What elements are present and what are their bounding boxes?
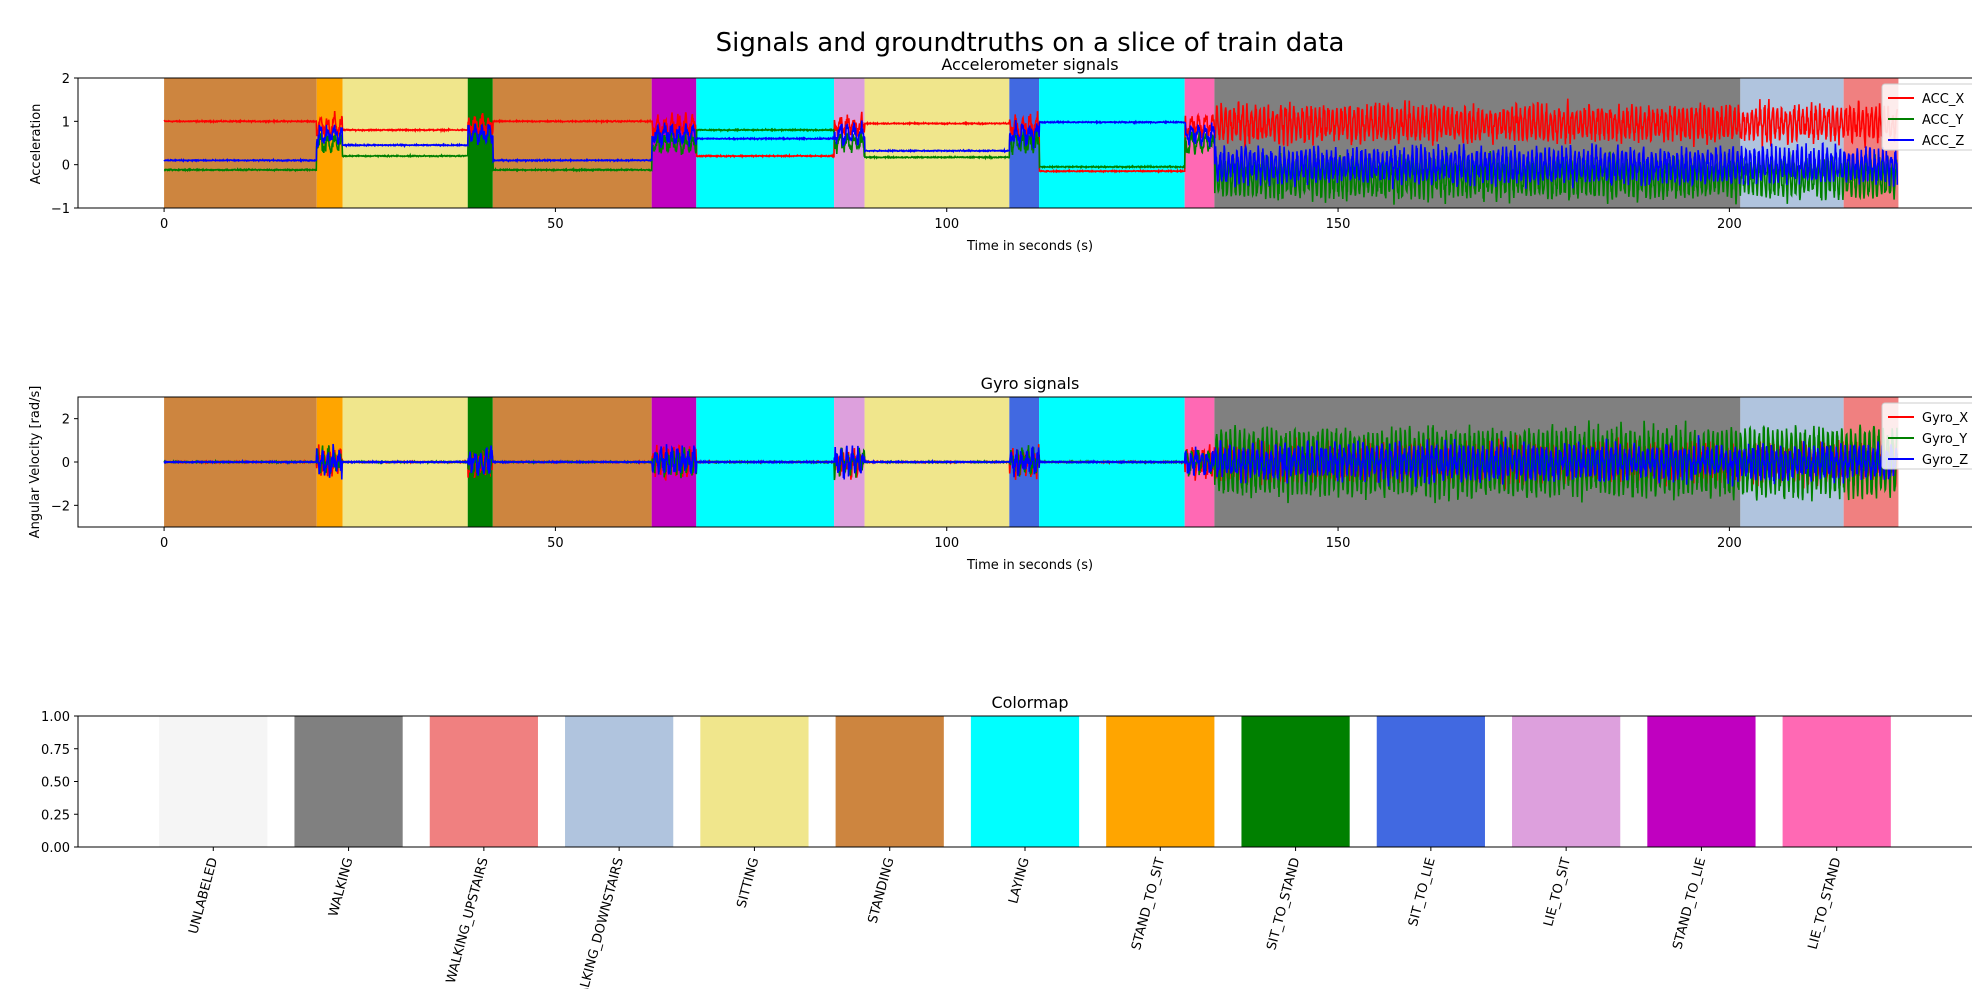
series-line-ACC_X	[163, 98, 1899, 174]
y-tick-label: 0.75	[41, 743, 70, 758]
x-tick-label: WALKING_DOWNSTAIRS	[572, 856, 627, 989]
x-tick-label: WALKING	[326, 856, 356, 918]
figure-title: Signals and groundtruths on a slice of t…	[716, 28, 1345, 58]
accelerometer-xlabel: Time in seconds (s)	[966, 239, 1093, 254]
x-tick-label: UNLABELED	[186, 856, 221, 935]
legend-label: Gyro_Y	[1922, 432, 1967, 447]
gyro-ylabel: Angular Velocity [rad/s]	[28, 386, 43, 539]
x-tick-label: LIE_TO_STAND	[1806, 856, 1845, 951]
y-tick-label: 1.00	[41, 710, 70, 725]
x-tick-label: LAYING	[1006, 856, 1033, 905]
legend-label: Gyro_X	[1922, 411, 1968, 426]
x-tick-label: STAND_TO_SIT	[1129, 856, 1168, 952]
x-tick-label: SIT_TO_LIE	[1406, 856, 1439, 928]
y-tick-label: 0	[62, 456, 70, 471]
bar-STAND_TO_SIT	[1106, 716, 1215, 847]
gyro-xlabel: Time in seconds (s)	[966, 558, 1093, 573]
y-tick-label: 0.00	[41, 841, 70, 856]
y-tick-label: 2	[62, 413, 70, 428]
gyro-legend: Gyro_X Gyro_Y Gyro_Z	[1881, 402, 1972, 470]
x-tick-label: SITTING	[735, 856, 763, 910]
x-tick-label: 50	[547, 217, 564, 232]
activity-band	[492, 78, 652, 208]
series-line-ACC_Y	[163, 127, 1899, 205]
activity-band	[1039, 78, 1185, 208]
y-tick-label: −1	[51, 202, 70, 217]
accelerometer-signal-lines	[163, 98, 1899, 205]
bar-WALKING	[294, 716, 403, 847]
bar-SIT_TO_LIE	[1376, 716, 1485, 847]
y-tick-label: 1	[62, 115, 70, 130]
plot-frame	[77, 77, 1972, 209]
x-tick-label: LIE_TO_SIT	[1541, 856, 1574, 928]
bar-STANDING	[835, 716, 944, 847]
y-tick-label: −2	[51, 499, 70, 514]
x-tick-label: 200	[1717, 217, 1742, 232]
x-tick-label: 50	[547, 536, 564, 551]
x-tick-label: 100	[934, 536, 959, 551]
activity-band	[696, 78, 835, 208]
gyro-axes: 0 50 100 150 200 −2 0 2	[51, 396, 1972, 551]
activity-band	[164, 78, 317, 208]
bar-WALKING_UPSTAIRS	[429, 716, 538, 847]
x-tick-label: 100	[934, 217, 959, 232]
gyro-title: Gyro signals	[981, 374, 1080, 393]
legend-label: ACC_X	[1922, 92, 1964, 107]
legend-label: ACC_Z	[1922, 134, 1964, 149]
gyro-subplot: Gyro signals 0 50 100 150 200 −2 0 2 Time in se…	[28, 374, 1972, 573]
bar-LIE_TO_SIT	[1512, 716, 1621, 847]
legend-label: ACC_Y	[1922, 113, 1963, 128]
series-line-ACC_Z	[163, 119, 1899, 190]
bar-UNLABELED	[159, 716, 268, 847]
activity-band	[1214, 78, 1741, 208]
accelerometer-axes: 0 50 100 150 200 −1 0 1 2	[51, 72, 1972, 232]
bar-LIE_TO_STAND	[1782, 716, 1891, 847]
legend-box	[1881, 83, 1972, 151]
bar-SIT_TO_STAND	[1241, 716, 1350, 847]
legend-label: Gyro_Z	[1922, 453, 1968, 468]
y-tick-label: 2	[62, 72, 70, 87]
bar-STAND_TO_LIE	[1647, 716, 1756, 847]
bar-SITTING	[700, 716, 809, 847]
accelerometer-ylabel: Acceleration	[29, 104, 44, 185]
y-tick-label: 0.50	[41, 776, 70, 791]
x-tick-label: 200	[1717, 536, 1742, 551]
x-tick-label: 150	[1326, 536, 1351, 551]
colormap-title: Colormap	[991, 693, 1068, 712]
x-tick-label: STANDING	[866, 856, 898, 925]
x-tick-label: 150	[1326, 217, 1351, 232]
accelerometer-title: Accelerometer signals	[941, 55, 1118, 74]
accelerometer-activity-bands	[164, 78, 1899, 208]
gyro-signal-lines	[163, 420, 1899, 504]
activity-band	[342, 78, 468, 208]
series-line-Gyro_Z	[163, 435, 1899, 487]
accelerometer-subplot: Accelerometer signals 0 50 100 150 200−1012 …	[29, 55, 1972, 254]
x-tick-label: WALKING_UPSTAIRS	[444, 856, 492, 985]
colormap-subplot: Colormap 0.00 0.25 0.50 0.75 1.00 UNLABELED WA…	[41, 693, 1972, 989]
activity-band	[864, 78, 1010, 208]
accelerometer-legend: ACC_X ACC_Y ACC_Z	[1881, 83, 1972, 151]
bar-WALKING_DOWNSTAIRS	[565, 716, 674, 847]
y-tick-label: 0	[62, 159, 70, 174]
x-tick-label: STAND_TO_LIE	[1670, 856, 1709, 951]
colormap-bars	[159, 716, 1891, 847]
x-tick-label: SIT_TO_STAND	[1264, 856, 1303, 952]
x-tick-label: 0	[160, 217, 168, 232]
bar-LAYING	[970, 716, 1080, 847]
legend-box	[1881, 402, 1972, 470]
x-tick-label: 0	[160, 536, 168, 551]
y-tick-label: 0.25	[41, 808, 70, 823]
